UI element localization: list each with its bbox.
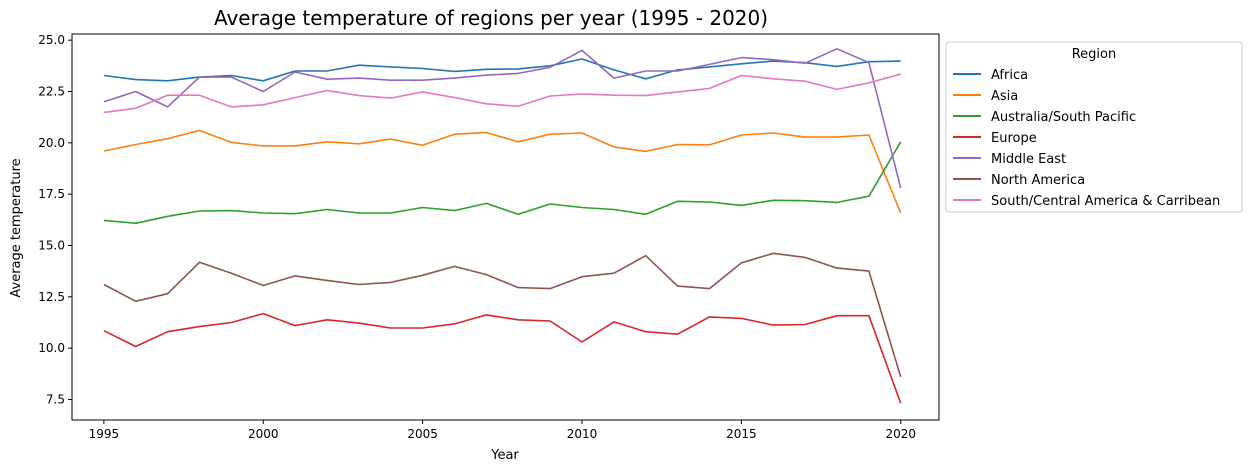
- legend-frame: [945, 41, 1243, 213]
- y-tick-label-2: 12.5: [38, 290, 65, 304]
- x-axis-label: Year: [490, 448, 519, 463]
- y-tick-label-0: 7.5: [46, 392, 65, 406]
- plot-area: 1995 2000 2005 2010 2015 2020 7.5 10.0 12.5 15.0 1…: [38, 33, 940, 441]
- legend-title: Region: [1072, 47, 1117, 62]
- legend-label-1: Asia: [991, 89, 1018, 104]
- x-tick-label-2: 2005: [407, 427, 438, 441]
- legend-label-5: North America: [991, 173, 1085, 188]
- y-axis-label: Average temperature: [9, 158, 24, 297]
- y-tick-label-6: 22.5: [38, 84, 65, 98]
- series-line-5: [103, 252, 902, 378]
- x-tick-label-4: 2015: [726, 427, 757, 441]
- y-tick-label-5: 20.0: [38, 136, 65, 150]
- series-line-3: [103, 312, 902, 404]
- series-line-1: [103, 129, 902, 214]
- y-tick-label-4: 17.5: [38, 187, 65, 201]
- x-tick-label-0: 1995: [89, 427, 120, 441]
- x-tick-label-5: 2020: [885, 427, 916, 441]
- legend-label-6: South/Central America & Carribean: [991, 194, 1220, 209]
- x-tick-label-3: 2010: [567, 427, 598, 441]
- y-tick-label-3: 15.0: [38, 238, 65, 252]
- legend-label-4: Middle East: [991, 152, 1066, 167]
- chart-title: Average temperature of regions per year …: [214, 6, 768, 30]
- plot-frame: [71, 33, 940, 421]
- x-tick-label-1: 2000: [248, 427, 279, 441]
- legend-label-2: Australia/South Pacific: [991, 110, 1136, 125]
- legend: Region Africa Asia Australia/South Pacific…: [945, 41, 1243, 213]
- series-line-2: [103, 141, 902, 225]
- y-tick-label-1: 10.0: [38, 341, 65, 355]
- y-tick-label-7: 25.0: [38, 33, 65, 47]
- series-line-6: [103, 73, 901, 114]
- series-line-4: [103, 47, 902, 189]
- legend-label-3: Europe: [991, 131, 1037, 146]
- series-line-0: [103, 58, 901, 82]
- legend-label-0: Africa: [991, 68, 1028, 83]
